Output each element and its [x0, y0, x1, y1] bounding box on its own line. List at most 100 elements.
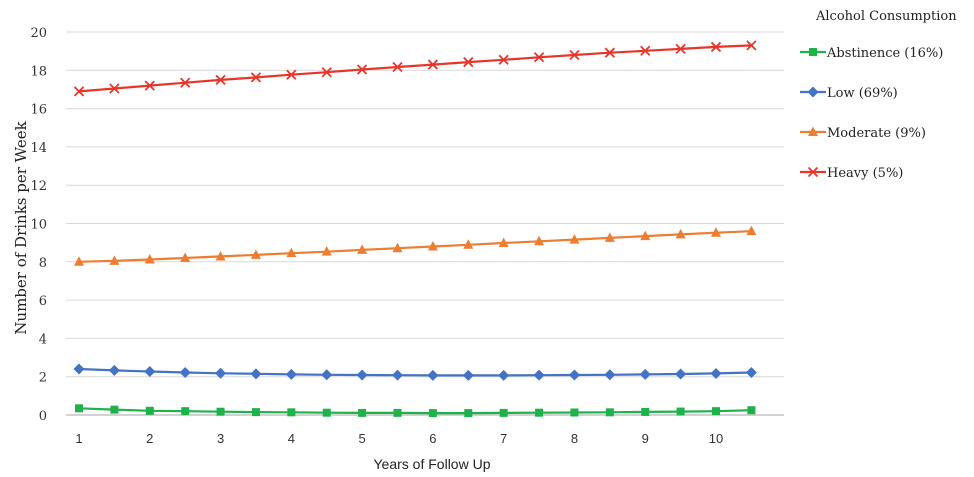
data-point	[144, 366, 156, 378]
series-x	[73, 40, 757, 97]
data-point	[746, 225, 757, 236]
data-point	[392, 61, 403, 73]
data-point	[322, 408, 331, 417]
legend-title: Alcohol Consumption	[815, 9, 957, 24]
data-point	[75, 404, 83, 413]
y-tick-label: 6	[39, 294, 47, 309]
data-point	[427, 59, 439, 70]
legend-label: Moderate (9%)	[827, 126, 926, 141]
x-tick-label: 8	[571, 431, 578, 446]
data-point	[285, 368, 297, 380]
data-point	[109, 255, 120, 265]
data-point	[250, 72, 262, 83]
y-tick-label: 12	[30, 179, 47, 194]
y-tick-label: 8	[39, 256, 47, 271]
data-point	[640, 230, 651, 241]
data-point	[746, 40, 757, 51]
data-point	[641, 407, 650, 416]
x-tick-label: 9	[642, 431, 649, 446]
x-tick-label: 1	[75, 431, 82, 446]
data-point	[286, 247, 297, 258]
data-point	[356, 369, 368, 381]
series-square	[75, 404, 756, 418]
legend-label: Heavy (5%)	[827, 166, 903, 181]
y-tick-label: 16	[30, 103, 47, 118]
series-line	[78, 407, 752, 415]
data-point	[640, 45, 651, 56]
data-point	[251, 408, 260, 417]
series-line	[78, 230, 752, 263]
data-point	[180, 77, 191, 88]
legend-item: Moderate (9%)	[800, 126, 926, 141]
legend-marker	[807, 166, 819, 178]
x-tick-labels: 1 2 3 4 5 6 7 8 9 10	[75, 431, 723, 446]
data-point	[215, 74, 226, 86]
x-tick-label: 3	[217, 431, 224, 446]
data-point	[393, 408, 402, 417]
legend-marker	[808, 126, 818, 136]
data-point	[604, 232, 615, 242]
data-point	[498, 54, 509, 65]
data-point	[180, 252, 191, 262]
data-point	[321, 67, 332, 78]
data-point	[427, 369, 439, 381]
data-point	[109, 83, 120, 94]
data-point	[357, 244, 368, 254]
data-point	[533, 52, 545, 63]
data-point	[676, 407, 685, 416]
data-point	[498, 237, 509, 248]
data-point	[286, 69, 297, 80]
data-point	[181, 407, 190, 416]
x-tick-label: 6	[429, 431, 436, 446]
data-point	[358, 408, 367, 417]
data-point	[675, 43, 686, 54]
data-point	[711, 227, 721, 237]
data-point	[604, 47, 615, 58]
x-tick-label: 7	[500, 431, 507, 446]
legend-label: Low (69%)	[827, 86, 898, 101]
legend-marker	[809, 48, 817, 56]
data-point	[569, 234, 580, 244]
data-point	[321, 246, 332, 256]
data-point	[710, 41, 722, 53]
series-diamond	[73, 363, 757, 381]
data-point	[675, 368, 687, 380]
data-point	[427, 240, 438, 251]
data-point	[568, 369, 580, 381]
y-tick-label: 0	[39, 409, 47, 424]
data-point	[287, 408, 296, 417]
series-line	[78, 44, 752, 93]
series-triangle	[74, 225, 757, 266]
legend-item: Low (69%)	[800, 86, 898, 101]
legend-item: Abstinence (16%)	[800, 46, 943, 61]
data-point	[498, 369, 510, 381]
x-tick-label: 4	[288, 431, 295, 446]
y-tick-label: 10	[30, 218, 47, 233]
data-point	[73, 363, 85, 375]
data-point	[428, 409, 437, 418]
data-point	[250, 368, 262, 380]
data-point	[179, 366, 191, 378]
data-point	[570, 408, 579, 417]
data-point	[533, 369, 545, 381]
data-point	[605, 408, 614, 417]
y-tick-label: 20	[30, 26, 47, 41]
data-point	[745, 366, 757, 378]
data-point	[462, 369, 474, 381]
data-point	[215, 250, 226, 261]
y-tick-label: 4	[39, 332, 47, 347]
legend-item: Heavy (5%)	[800, 166, 903, 181]
data-point	[464, 409, 473, 418]
data-point	[216, 407, 225, 416]
data-point	[144, 254, 155, 264]
data-point	[145, 406, 154, 415]
data-point	[144, 80, 155, 91]
data-point	[392, 242, 403, 253]
data-point	[321, 369, 333, 381]
data-point	[675, 228, 686, 239]
x-axis-title: Years of Follow Up	[374, 456, 491, 472]
data-point	[710, 367, 722, 379]
y-tick-label: 18	[30, 64, 47, 79]
legend-marker	[807, 86, 819, 98]
x-tick-label: 2	[146, 431, 153, 446]
